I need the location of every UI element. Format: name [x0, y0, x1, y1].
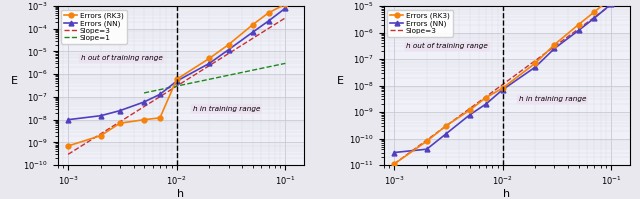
Errors (RK3) — [591, 11, 598, 13]
Slope=3 — [282, 17, 289, 19]
Errors (NN) — [550, 47, 558, 50]
Errors (NN) — [466, 113, 474, 116]
Errors (NN) — [282, 7, 289, 9]
Errors (RK3) — [265, 12, 273, 14]
Text: h in training range: h in training range — [518, 96, 586, 102]
Errors (NN) — [225, 49, 232, 51]
Errors (RK3) — [173, 78, 180, 80]
Y-axis label: E: E — [337, 76, 344, 86]
Errors (RK3) — [116, 122, 124, 124]
Slope=3 — [64, 153, 72, 155]
Slope=1 — [140, 92, 148, 94]
Errors (NN) — [205, 62, 213, 64]
Errors (RK3) — [97, 134, 105, 137]
Errors (NN) — [97, 114, 105, 117]
Line: Errors (RK3): Errors (RK3) — [392, 0, 614, 167]
Line: Slope=1: Slope=1 — [144, 63, 285, 93]
Errors (NN) — [531, 66, 539, 68]
Y-axis label: E: E — [12, 76, 19, 86]
Legend: Errors (RK3), Errors (NN), Slope=3: Errors (RK3), Errors (NN), Slope=3 — [387, 10, 452, 37]
Errors (NN) — [173, 80, 180, 82]
Errors (NN) — [249, 31, 257, 33]
Errors (RK3) — [466, 109, 474, 111]
Errors (RK3) — [499, 87, 506, 89]
Errors (RK3) — [249, 23, 257, 26]
Errors (RK3) — [531, 62, 539, 64]
Errors (RK3) — [575, 23, 582, 26]
Errors (RK3) — [156, 117, 164, 119]
Errors (RK3) — [64, 145, 72, 147]
Errors (RK3) — [390, 163, 398, 165]
Errors (NN) — [499, 89, 506, 91]
Line: Errors (NN): Errors (NN) — [392, 1, 614, 155]
Text: h out of training range: h out of training range — [81, 55, 163, 61]
Errors (RK3) — [423, 140, 431, 142]
Errors (RK3) — [140, 118, 148, 121]
X-axis label: h: h — [504, 189, 511, 199]
Line: Errors (RK3): Errors (RK3) — [66, 2, 288, 148]
Errors (RK3) — [225, 43, 232, 46]
Errors (NN) — [575, 29, 582, 32]
Errors (NN) — [116, 109, 124, 112]
Errors (RK3) — [282, 3, 289, 5]
X-axis label: h: h — [177, 189, 184, 199]
Errors (NN) — [390, 151, 398, 154]
Errors (RK3) — [442, 125, 450, 127]
Errors (NN) — [423, 148, 431, 150]
Errors (RK3) — [205, 57, 213, 60]
Errors (NN) — [64, 118, 72, 121]
Errors (NN) — [140, 101, 148, 103]
Line: Slope=3: Slope=3 — [68, 18, 285, 154]
Errors (NN) — [442, 133, 450, 135]
Slope=1 — [282, 62, 289, 64]
Text: h out of training range: h out of training range — [406, 43, 488, 49]
Errors (NN) — [607, 3, 615, 5]
Errors (NN) — [482, 103, 490, 105]
Errors (NN) — [591, 17, 598, 19]
Errors (RK3) — [482, 97, 490, 99]
Line: Errors (NN): Errors (NN) — [66, 6, 288, 122]
Legend: Errors (RK3), Errors (NN), Slope=3, Slope=1: Errors (RK3), Errors (NN), Slope=3, Slop… — [61, 10, 127, 44]
Errors (RK3) — [550, 43, 558, 46]
Errors (NN) — [265, 20, 273, 22]
Text: h in training range: h in training range — [193, 106, 260, 112]
Errors (NN) — [156, 93, 164, 96]
